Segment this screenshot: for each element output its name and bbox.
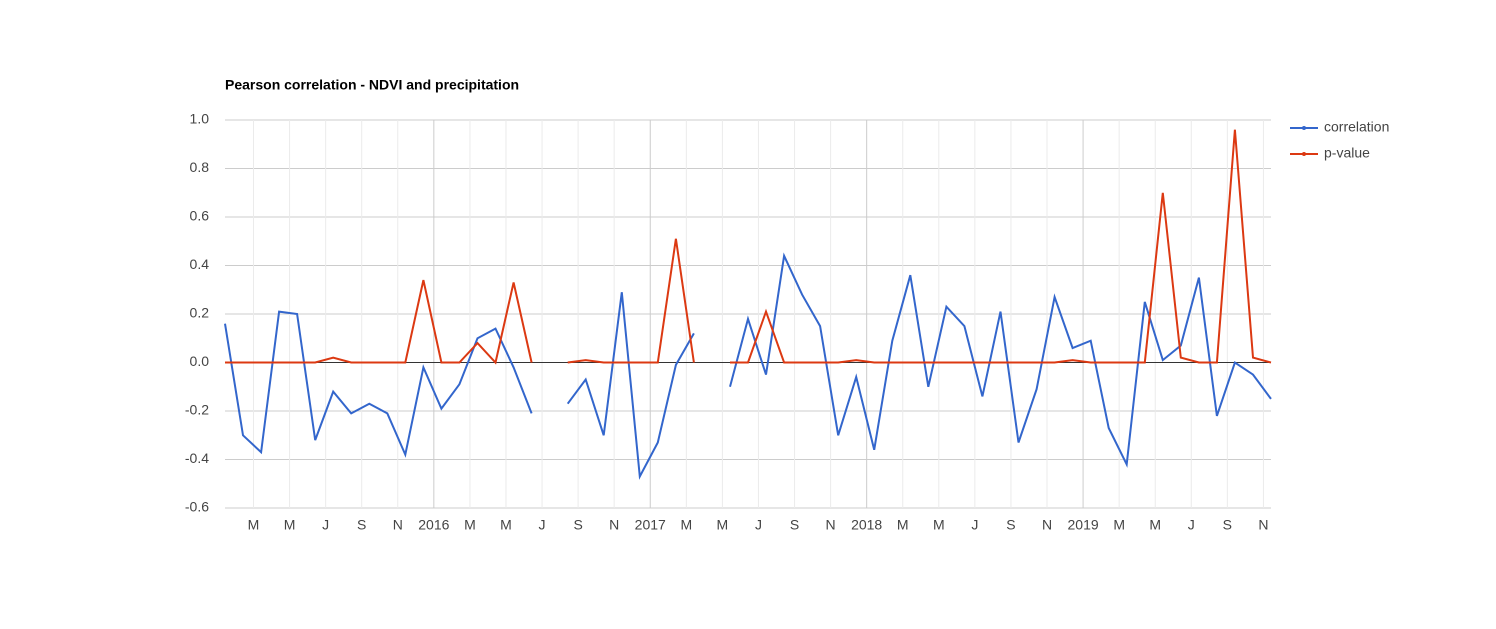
x-tick-label: N [393,517,403,533]
x-tick-label: 2017 [635,517,666,533]
x-tick-label: S [573,517,582,533]
x-tick-label: M [717,517,729,533]
x-tick-label: J [322,517,329,533]
legend-swatch-dot [1302,126,1306,130]
x-tick-label: M [464,517,476,533]
y-tick-label: 0.6 [190,208,210,224]
x-tick-label: M [680,517,692,533]
x-tick-label: S [790,517,799,533]
x-tick-label: N [1258,517,1268,533]
y-tick-label: 0.2 [190,305,210,321]
x-tick-label: M [1113,517,1125,533]
y-tick-label: 1.0 [190,111,210,127]
y-tick-label: 0.8 [190,159,210,175]
series-line [224,252,1272,480]
x-tick-label: J [539,517,546,533]
x-tick-label: N [1042,517,1052,533]
legend-swatch-dot [1302,152,1306,156]
x-tick-label: J [755,517,762,533]
x-tick-label: S [357,517,366,533]
y-tick-label: 0.0 [190,353,210,369]
x-tick-label: M [284,517,296,533]
x-tick-label: S [1006,517,1015,533]
chart-title: Pearson correlation - NDVI and precipita… [225,77,519,93]
x-tick-label: J [1188,517,1195,533]
x-tick-label: N [826,517,836,533]
x-tick-label: N [609,517,619,533]
x-tick-label: M [500,517,512,533]
x-tick-label: 2016 [418,517,449,533]
x-tick-label: S [1223,517,1232,533]
legend-label: p-value [1324,145,1370,161]
legend-label: correlation [1324,119,1389,135]
series-line [225,129,1272,365]
x-tick-label: M [933,517,945,533]
x-tick-label: 2018 [851,517,882,533]
y-tick-label: -0.6 [185,499,209,515]
y-tick-label: -0.2 [185,402,209,418]
x-tick-label: M [1149,517,1161,533]
x-tick-label: J [971,517,978,533]
x-tick-label: 2019 [1068,517,1099,533]
x-tick-label: M [248,517,260,533]
x-tick-label: M [897,517,909,533]
y-tick-label: -0.4 [185,450,209,466]
y-tick-label: 0.4 [190,256,210,272]
